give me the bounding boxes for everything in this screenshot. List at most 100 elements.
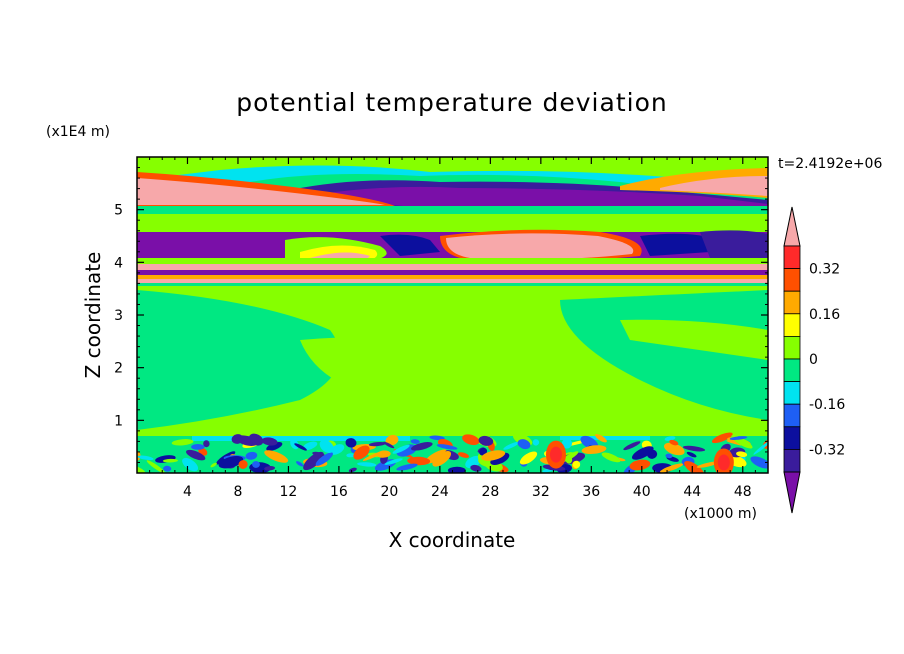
turbulence-cell <box>264 450 289 463</box>
turbulence-cell <box>368 441 386 447</box>
x-axis-label: X coordinate <box>389 528 516 552</box>
turbulence-cell <box>137 455 154 461</box>
x-tick-label: 16 <box>330 484 348 500</box>
turbulence-cell <box>686 451 697 458</box>
turbulence-cell <box>191 444 205 450</box>
contour-region <box>137 258 768 264</box>
turbulence-cell <box>383 441 395 449</box>
turbulence-cell <box>465 455 482 469</box>
contour-region <box>137 270 768 275</box>
y-axis: 1 2 3 4 5 <box>114 167 768 463</box>
turbulence-cell <box>629 459 651 471</box>
contour-region <box>137 214 768 232</box>
warm-plume-core <box>549 446 562 463</box>
turbulence-cell <box>385 434 399 446</box>
turbulence-cell <box>410 439 420 444</box>
colorbar-label: -0.16 <box>809 397 845 413</box>
colorbar-band <box>783 426 801 450</box>
turbulence-cell <box>296 461 304 467</box>
contour-region <box>660 176 768 196</box>
turbulence-cell <box>302 441 318 451</box>
turbulence-cell <box>565 454 573 464</box>
contour-region <box>137 283 768 286</box>
turbulence-cell <box>162 458 178 463</box>
contour-region <box>137 290 340 430</box>
x-tick-label: 8 <box>233 484 242 500</box>
chart-title: potential temperature deviation <box>236 88 667 117</box>
colorbar-label: 0.32 <box>809 262 840 278</box>
turbulence-cell <box>623 441 641 451</box>
turbulence-cell <box>261 437 278 446</box>
x-tick-label: 44 <box>683 484 701 500</box>
y-tick-label: 1 <box>114 413 123 429</box>
turbulence-cell <box>353 445 370 460</box>
colorbar-label: -0.32 <box>809 442 845 458</box>
turbulence-cell <box>294 443 307 451</box>
colorbar-band <box>783 403 801 428</box>
turbulence-cell <box>407 456 431 466</box>
colorbar: 0.32 0.16 0 -0.16 -0.32 <box>783 206 845 514</box>
turbulence-cell <box>346 453 355 458</box>
colorbar-max-triangle <box>783 206 801 247</box>
turbulence-cell <box>631 446 654 460</box>
turbulence-cell <box>457 452 470 458</box>
turbulence-cell <box>248 433 264 446</box>
turbulence-cell <box>264 466 276 471</box>
turbulence-cell <box>561 438 573 449</box>
turbulence-cell <box>312 451 325 457</box>
turbulence-cell <box>665 453 673 459</box>
turbulence-cell <box>410 442 433 451</box>
colorbar-band <box>783 268 801 292</box>
turbulence-cell <box>470 464 482 472</box>
colorbar-band <box>783 245 801 270</box>
turbulence-cell <box>517 439 531 450</box>
turbulence-cell <box>729 436 748 441</box>
turbulence-cell <box>462 434 480 446</box>
boundary-layer <box>137 432 768 473</box>
contour-region <box>446 233 634 260</box>
turbulence-cell <box>146 460 165 473</box>
turbulence-cell <box>601 452 621 463</box>
turbulence-cell <box>182 457 199 472</box>
turbulence-cell <box>436 444 458 450</box>
x-tick-label: 36 <box>582 484 600 500</box>
turbulence-cell <box>424 449 447 464</box>
turbulence-cell <box>532 439 540 446</box>
turbulence-cell <box>218 456 244 469</box>
contour-region <box>320 186 768 210</box>
turbulence-cell <box>252 461 260 468</box>
turbulence-cell <box>669 439 679 446</box>
contour-region <box>192 436 410 441</box>
colorbar-band <box>783 448 801 473</box>
turbulence-cell <box>581 445 607 454</box>
turbulence-cell <box>396 463 418 471</box>
turbulence-cell <box>682 445 706 452</box>
turbulence-cell <box>319 439 334 453</box>
contour-region <box>137 206 768 214</box>
y-unit-label: (x1E4 m) <box>46 124 110 140</box>
turbulence-cell <box>663 442 685 456</box>
turbulence-cell <box>348 467 357 473</box>
colorbar-band <box>783 335 801 360</box>
turbulence-cell <box>519 451 538 465</box>
turbulence-cell <box>186 449 206 461</box>
contour-region <box>620 319 768 360</box>
x-tick-label: 28 <box>481 484 499 500</box>
turbulence-cell <box>266 442 283 451</box>
turbulence-cell <box>203 440 210 448</box>
colorbar-label: 0.16 <box>809 307 840 323</box>
turbulence-cell <box>660 463 684 473</box>
turbulence-cell <box>362 451 384 461</box>
x-tick-label: 32 <box>532 484 550 500</box>
turbulence-cell <box>478 435 494 446</box>
contour-region <box>137 279 768 283</box>
turbulence-cell <box>171 439 194 446</box>
y-tick-label: 3 <box>114 308 123 324</box>
contour-region <box>137 264 768 270</box>
turbulence-cell <box>429 435 445 441</box>
turbulence-cell <box>432 451 452 467</box>
turbulence-cell <box>238 460 248 469</box>
x-tick-label: 4 <box>183 484 192 500</box>
y-tick-label: 4 <box>114 255 123 271</box>
